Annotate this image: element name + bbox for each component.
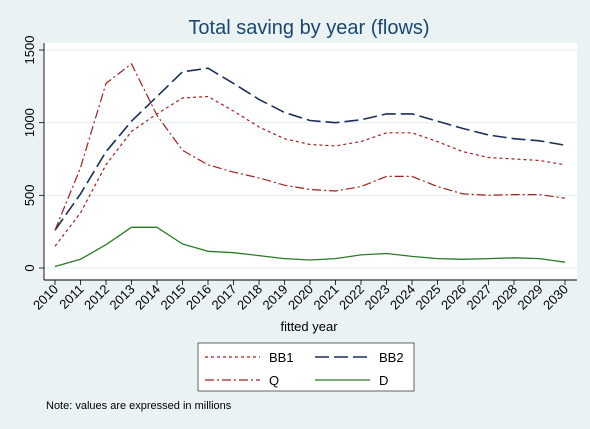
x-tick-label: 2023 — [362, 282, 393, 313]
x-tick-label: 2028 — [489, 282, 520, 313]
chart-note: Note: values are expressed in millions — [46, 400, 232, 412]
series-line-d — [54, 226, 566, 268]
x-tick-label: 2020 — [285, 282, 316, 313]
x-tick-label: 2015 — [158, 282, 189, 313]
x-tick-label: 2019 — [260, 282, 291, 313]
legend: BB1 BB2 Q D — [205, 350, 404, 388]
legend-label-d: D — [379, 373, 388, 388]
legend-label-bb1: BB1 — [269, 350, 294, 365]
x-tick-label: 2021 — [311, 282, 342, 313]
x-tick-label: 2018 — [234, 282, 265, 313]
series-lines — [54, 63, 566, 268]
x-tick-label: 2011 — [56, 282, 86, 312]
x-tick-label: 2027 — [464, 282, 495, 313]
legend-box — [197, 342, 415, 392]
y-tick-label: 500 — [22, 184, 37, 206]
x-tick-label: 2030 — [540, 282, 571, 313]
x-tick-label: 2025 — [413, 282, 444, 313]
y-tick-label: 1000 — [22, 108, 37, 137]
x-tick-label: 2016 — [183, 282, 214, 313]
x-tick-label: 2017 — [209, 282, 240, 313]
x-axis-label: fitted year — [280, 319, 338, 334]
y-tick-label: 1500 — [22, 36, 37, 65]
x-tick-label: 2010 — [30, 282, 61, 313]
chart-title: Total saving by year (flows) — [188, 17, 429, 39]
gridlines — [44, 49, 577, 269]
plot-area — [44, 43, 577, 280]
x-tick-label: 2012 — [81, 282, 112, 313]
legend-label-bb2: BB2 — [379, 350, 404, 365]
x-tick-label: 2014 — [132, 282, 163, 313]
series-line-bb2 — [54, 67, 566, 231]
x-tick-label: 2022 — [336, 282, 367, 313]
x-tick-labels: 2010201120122013201420152016201720182019… — [30, 282, 571, 313]
series-line-bb1 — [54, 95, 566, 247]
x-tick-label: 2024 — [387, 282, 418, 313]
y-tick-labels: 0 500 1000 1500 — [22, 36, 37, 272]
series-line-q — [54, 63, 566, 231]
legend-label-q: Q — [269, 373, 279, 388]
y-tick-label: 0 — [22, 264, 37, 271]
x-tick-label: 2026 — [438, 282, 469, 313]
x-tick-label: 2013 — [107, 282, 138, 313]
axes — [39, 43, 577, 285]
x-tick-label: 2029 — [515, 282, 546, 313]
